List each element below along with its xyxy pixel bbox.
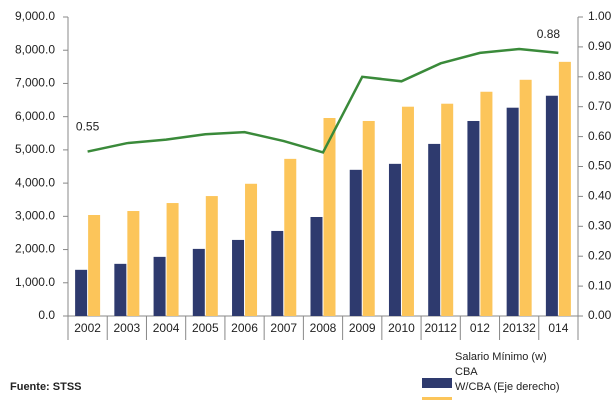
y2-tick-label: 0.90 bbox=[588, 39, 612, 53]
y-tick-label: 4,000.0 bbox=[15, 175, 55, 189]
bar bbox=[232, 239, 245, 316]
bar bbox=[349, 169, 362, 316]
x-tick-label: 014 bbox=[548, 321, 568, 335]
legend-swatch bbox=[422, 378, 452, 388]
bar bbox=[310, 216, 323, 316]
y-tick-label: 5,000.0 bbox=[15, 142, 55, 156]
x-tick-label: 2006 bbox=[231, 321, 258, 335]
y-tick-label: 1,000.0 bbox=[15, 275, 55, 289]
y-tick-label: 9,000.0 bbox=[15, 9, 55, 23]
x-tick-label: 20132 bbox=[502, 321, 536, 335]
source: Fuente: STSS bbox=[10, 381, 82, 393]
y2-tick-label: 0.60 bbox=[588, 129, 612, 143]
y2-tick-label: 0.30 bbox=[588, 218, 612, 232]
bar bbox=[192, 248, 205, 316]
legend-label: W/CBA (Eje derecho) bbox=[455, 381, 560, 393]
bar bbox=[205, 196, 218, 316]
bar bbox=[153, 256, 166, 316]
bar bbox=[545, 95, 558, 316]
bar bbox=[166, 203, 179, 316]
x-tick-label: 20112 bbox=[424, 321, 457, 335]
y2-tick-label: 0.70 bbox=[588, 99, 612, 113]
bar bbox=[401, 106, 414, 316]
x-tick-label: 2010 bbox=[388, 321, 415, 335]
y2-tick-label: 0.00 bbox=[588, 308, 612, 322]
bar bbox=[271, 230, 284, 316]
bar bbox=[388, 163, 401, 316]
y2-tick-label: 0.40 bbox=[588, 189, 612, 203]
y2-tick-label: 0.20 bbox=[588, 248, 612, 262]
x-tick-label: 2008 bbox=[310, 321, 337, 335]
bar bbox=[245, 183, 258, 316]
bar bbox=[467, 120, 480, 316]
y2-tick-label: 0.50 bbox=[588, 159, 612, 173]
bar bbox=[362, 120, 375, 316]
data-label: 0.55 bbox=[76, 120, 100, 134]
legend-label: CBA bbox=[455, 366, 478, 378]
bar bbox=[506, 107, 519, 317]
data-label: 0.88 bbox=[537, 27, 561, 41]
x-tick-label: 2002 bbox=[74, 321, 101, 335]
y-tick-label: 6,000.0 bbox=[15, 109, 55, 123]
bar bbox=[519, 79, 532, 316]
y-tick-label: 8,000.0 bbox=[15, 42, 55, 56]
y-tick-label: 3,000.0 bbox=[15, 209, 55, 223]
bar bbox=[441, 103, 454, 317]
line bbox=[87, 47, 559, 154]
x-tick-label: 2004 bbox=[153, 321, 180, 335]
bar bbox=[127, 211, 140, 316]
bar bbox=[480, 91, 493, 316]
y-tick-label: 0.0 bbox=[38, 308, 55, 322]
y-tick-label: 2,000.0 bbox=[15, 242, 55, 256]
bar bbox=[75, 269, 88, 316]
legend-swatch bbox=[422, 397, 452, 400]
bar bbox=[558, 61, 571, 316]
bar bbox=[88, 215, 101, 316]
bar bbox=[428, 143, 441, 316]
bar bbox=[284, 158, 297, 316]
y-tick-label: 7,000.0 bbox=[15, 76, 55, 90]
legend-label: Salario Mínimo (w) bbox=[455, 351, 547, 363]
x-tick-label: 2007 bbox=[270, 321, 297, 335]
bar bbox=[114, 263, 127, 316]
y2-tick-label: 0.80 bbox=[588, 69, 612, 83]
x-tick-label: 2005 bbox=[192, 321, 219, 335]
y2-tick-label: 0.10 bbox=[588, 278, 612, 292]
x-tick-label: 2009 bbox=[349, 321, 376, 335]
bar bbox=[323, 117, 336, 317]
x-tick-label: 2003 bbox=[113, 321, 140, 335]
y2-tick-label: 1.00 bbox=[588, 9, 612, 23]
x-tick-label: 012 bbox=[470, 321, 490, 335]
